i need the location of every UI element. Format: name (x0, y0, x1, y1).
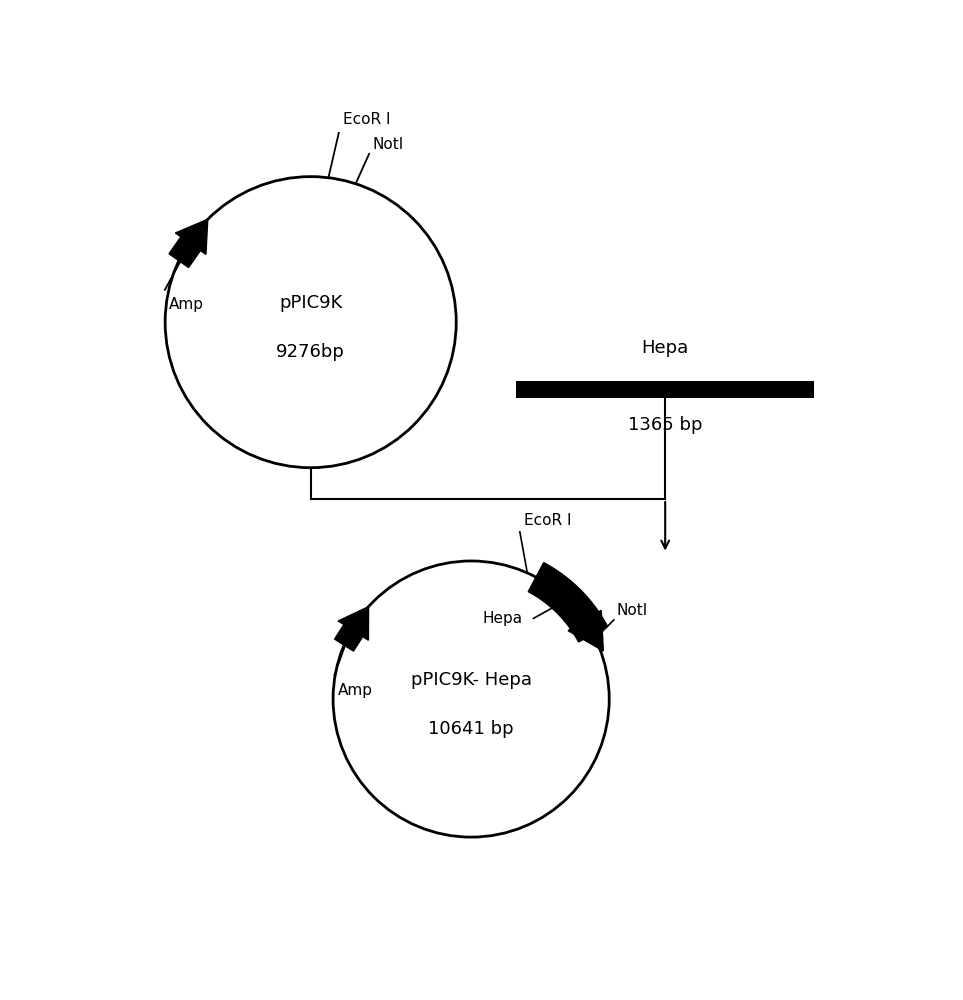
Text: Hepa: Hepa (482, 611, 522, 626)
Text: NotI: NotI (616, 603, 647, 618)
FancyArrow shape (169, 219, 208, 267)
Text: Amp: Amp (338, 683, 373, 698)
Text: EcoR I: EcoR I (524, 513, 571, 528)
Text: NotI: NotI (372, 137, 403, 152)
Text: Hepa: Hepa (641, 339, 689, 357)
Text: 10641 bp: 10641 bp (429, 720, 514, 738)
Text: 1365 bp: 1365 bp (628, 416, 702, 434)
Polygon shape (529, 563, 608, 642)
FancyArrow shape (334, 607, 369, 651)
Text: pPIC9K: pPIC9K (279, 294, 343, 312)
Text: pPIC9K- Hepa: pPIC9K- Hepa (410, 671, 532, 689)
Bar (516, 381, 815, 398)
Text: Amp: Amp (169, 297, 203, 312)
Text: 9276bp: 9276bp (276, 343, 345, 361)
Text: EcoR I: EcoR I (344, 112, 391, 127)
FancyArrow shape (568, 610, 604, 651)
